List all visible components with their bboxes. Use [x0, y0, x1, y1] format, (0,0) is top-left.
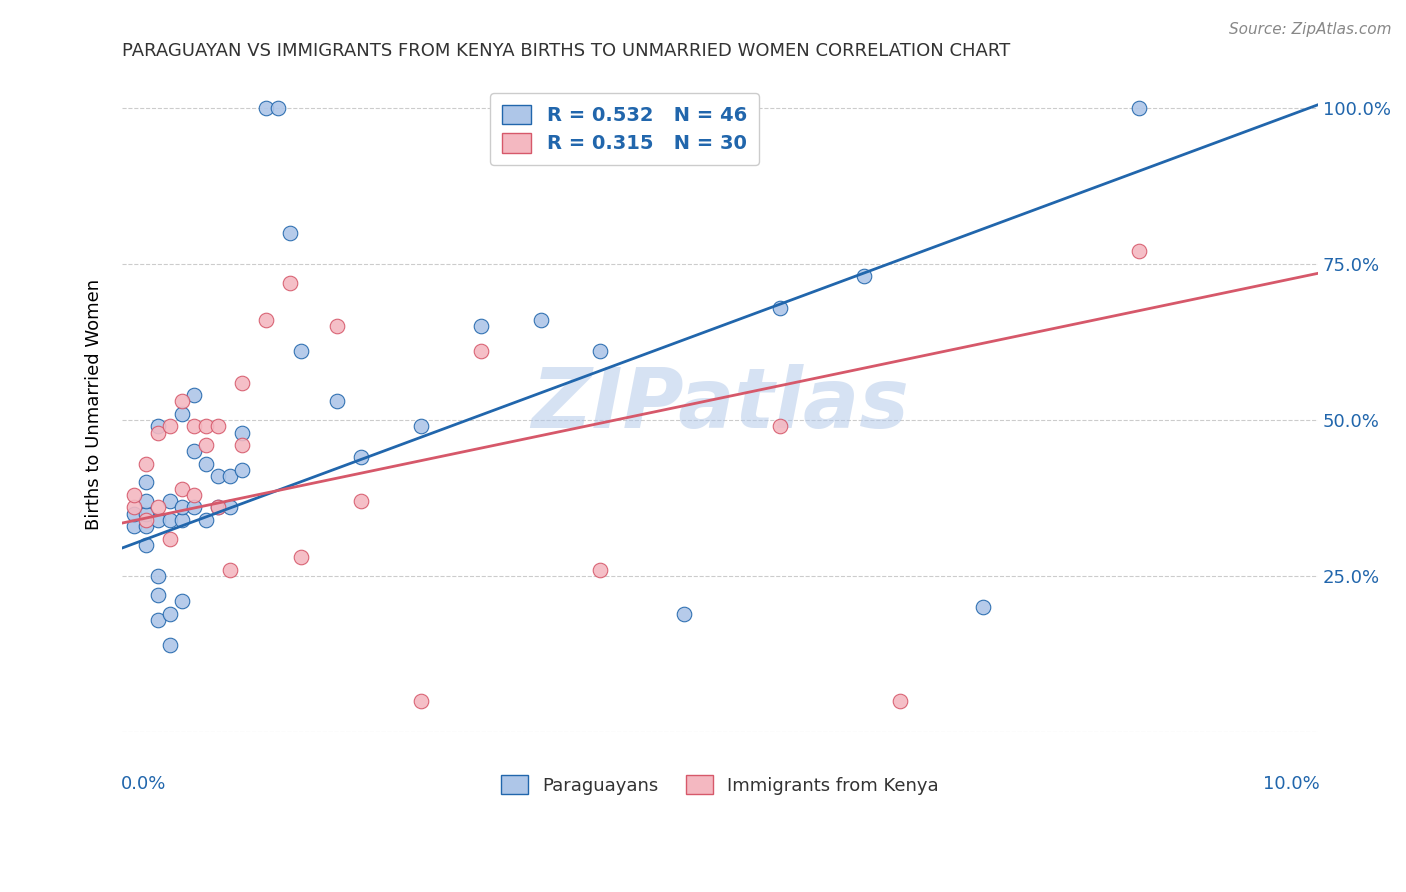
Point	[146, 425, 169, 440]
Point	[122, 488, 145, 502]
Point	[254, 313, 277, 327]
Point	[135, 494, 157, 508]
Point	[183, 444, 205, 458]
Point	[290, 344, 312, 359]
Point	[207, 419, 229, 434]
Point	[183, 488, 205, 502]
Point	[350, 494, 373, 508]
Point	[231, 463, 253, 477]
Point	[530, 313, 553, 327]
Point	[194, 513, 217, 527]
Point	[146, 613, 169, 627]
Point	[409, 694, 432, 708]
Point	[326, 319, 349, 334]
Point	[122, 507, 145, 521]
Point	[194, 457, 217, 471]
Point	[122, 500, 145, 515]
Point	[170, 482, 193, 496]
Point	[159, 607, 181, 621]
Point	[1128, 244, 1150, 259]
Point	[218, 563, 240, 577]
Point	[159, 532, 181, 546]
Point	[889, 694, 911, 708]
Point	[589, 344, 612, 359]
Point	[183, 419, 205, 434]
Point	[159, 513, 181, 527]
Point	[170, 394, 193, 409]
Point	[231, 376, 253, 390]
Point	[231, 438, 253, 452]
Point	[146, 513, 169, 527]
Point	[589, 563, 612, 577]
Point	[194, 438, 217, 452]
Point	[350, 450, 373, 465]
Point	[218, 469, 240, 483]
Point	[278, 276, 301, 290]
Point	[122, 519, 145, 533]
Point	[170, 513, 193, 527]
Text: ZIPatlas: ZIPatlas	[531, 364, 910, 445]
Point	[159, 494, 181, 508]
Point	[290, 550, 312, 565]
Point	[146, 500, 169, 515]
Point	[254, 101, 277, 115]
Point	[183, 500, 205, 515]
Point	[852, 269, 875, 284]
Point	[207, 469, 229, 483]
Point	[218, 500, 240, 515]
Point	[207, 500, 229, 515]
Point	[135, 457, 157, 471]
Point	[170, 594, 193, 608]
Point	[673, 607, 696, 621]
Text: Source: ZipAtlas.com: Source: ZipAtlas.com	[1229, 22, 1392, 37]
Point	[170, 500, 193, 515]
Point	[146, 419, 169, 434]
Point	[266, 101, 288, 115]
Point	[972, 600, 994, 615]
Point	[207, 500, 229, 515]
Point	[135, 475, 157, 490]
Point	[231, 425, 253, 440]
Text: PARAGUAYAN VS IMMIGRANTS FROM KENYA BIRTHS TO UNMARRIED WOMEN CORRELATION CHART: PARAGUAYAN VS IMMIGRANTS FROM KENYA BIRT…	[122, 42, 1011, 60]
Point	[470, 344, 492, 359]
Point	[470, 319, 492, 334]
Point	[409, 419, 432, 434]
Y-axis label: Births to Unmarried Women: Births to Unmarried Women	[86, 279, 103, 530]
Point	[135, 538, 157, 552]
Point	[159, 638, 181, 652]
Text: 10.0%: 10.0%	[1263, 775, 1319, 793]
Point	[159, 419, 181, 434]
Point	[769, 419, 792, 434]
Legend: Paraguayans, Immigrants from Kenya: Paraguayans, Immigrants from Kenya	[494, 768, 946, 802]
Point	[278, 226, 301, 240]
Point	[135, 513, 157, 527]
Point	[135, 507, 157, 521]
Text: 0.0%: 0.0%	[121, 775, 166, 793]
Point	[183, 388, 205, 402]
Point	[1128, 101, 1150, 115]
Point	[146, 569, 169, 583]
Point	[135, 519, 157, 533]
Point	[769, 301, 792, 315]
Point	[194, 419, 217, 434]
Point	[326, 394, 349, 409]
Point	[170, 407, 193, 421]
Point	[146, 588, 169, 602]
